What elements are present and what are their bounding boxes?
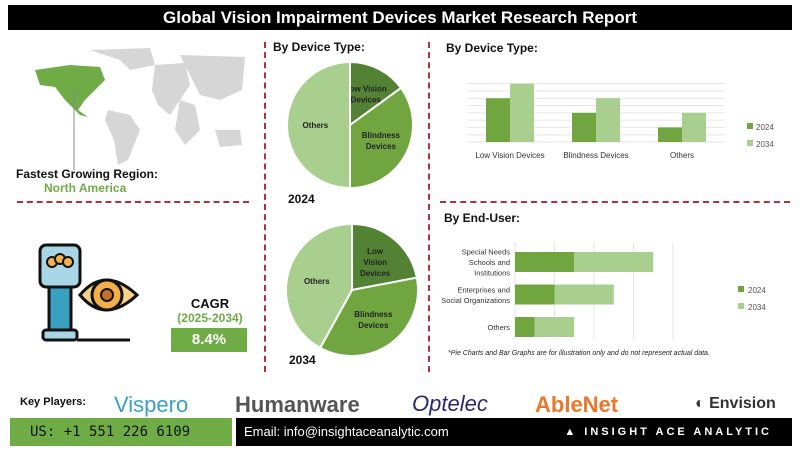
pie-chart-2024: Low Vision Devices Blindness Devices Others [286,60,414,190]
pie-slice-label: Devices [366,142,397,151]
phone-number: US: +1 551 226 6109 [10,418,232,446]
category-label: Special Needs [462,248,511,257]
pie-slice-label: Devices [351,96,382,105]
bar-2024 [515,317,535,337]
other-continents [90,48,245,165]
pie-slice-label: Others [302,121,328,130]
bar-2024 [572,112,596,142]
legend-swatch [738,286,744,292]
pie-slice-label: Low [367,247,384,256]
legend-swatch [747,123,753,129]
pie-slice-1 [349,86,414,190]
category-label: Others [487,323,510,332]
bar-2024 [658,127,682,142]
pie-slice-2 [286,60,351,190]
end-user-chart-title: By End-User: [444,211,521,225]
category-label: Blindness Devices [563,151,628,160]
region-label: Fastest Growing Region: [16,167,159,181]
report-title: Global Vision Impairment Devices Market … [8,5,792,30]
bar-2034 [682,112,706,142]
pie-slice-label: Low Vision [345,85,387,94]
pie-slice-label: Blindness [362,131,401,140]
bar-2034 [596,98,620,142]
pie-slice-2 [285,222,353,350]
category-label: Enterprises and [457,285,510,294]
world-map [35,48,245,170]
logo-vispero: Vispero [114,392,189,417]
pie-slice-0 [351,222,419,292]
category-label: Institutions [474,269,510,278]
disclaimer-note: *Pie Charts and Bar Graphs are for illus… [448,350,710,357]
pie-slice-label: Devices [358,321,389,330]
legend-label: 2034 [756,140,774,149]
bar-chart-title: By Device Type: [446,41,538,55]
category-label: Schools and [469,258,510,267]
pie-slice-label: Others [304,277,330,286]
pie-slice-0 [349,60,403,127]
cagr-period: (2025-2034) [177,311,243,325]
category-label: Social Organizations [441,296,510,305]
pie-slice-label: Blindness [354,310,393,319]
category-label: Others [670,151,694,160]
pie-year-2024: 2024 [288,192,315,206]
legend-label: 2024 [748,286,766,295]
bar-2024 [515,252,575,272]
bar-2034 [554,284,614,305]
pie-slice-1 [318,276,419,357]
logo-optelec: Optelec [412,391,488,416]
logo-envision: ◐ Envision [695,395,776,412]
logo-ablenet: AbleNet [535,392,619,417]
pie-slice-label: Vision [363,258,387,267]
pie-section-title: By Device Type: [273,40,365,54]
bar-2034 [534,317,575,337]
pie-slice-label: Devices [360,269,391,278]
cagr-value: 8.4% [171,328,247,352]
legend-swatch [747,140,753,146]
vision-device-icon [38,243,140,342]
legend-label: 2024 [756,123,774,132]
category-label: Low Vision Devices [475,151,544,160]
region-value: North America [44,181,127,195]
contact-bar: Email: info@insightaceanalytic.com ▲ INS… [236,418,792,446]
legend-swatch [738,303,744,309]
device-type-bar-chart: Low Vision Devices Blindness Devices Other… [467,83,774,160]
email-address: Email: info@insightaceanalytic.com [244,424,449,439]
pie-year-2034: 2034 [289,353,316,367]
legend-label: 2034 [748,303,766,312]
logo-humanware: Humanware [235,392,360,417]
cagr-label: CAGR [190,296,230,311]
bar-2024 [486,98,510,142]
pie-chart-2034: Low Vision Devices Blindness Devices Others [285,222,419,357]
bar-2024 [515,284,555,305]
bar-2034 [510,83,534,142]
north-america-highlight [35,65,105,117]
brand-name: ▲ INSIGHT ACE ANALYTIC [564,426,772,438]
bar-2034 [574,252,654,272]
key-players-label: Key Players: [20,396,87,408]
